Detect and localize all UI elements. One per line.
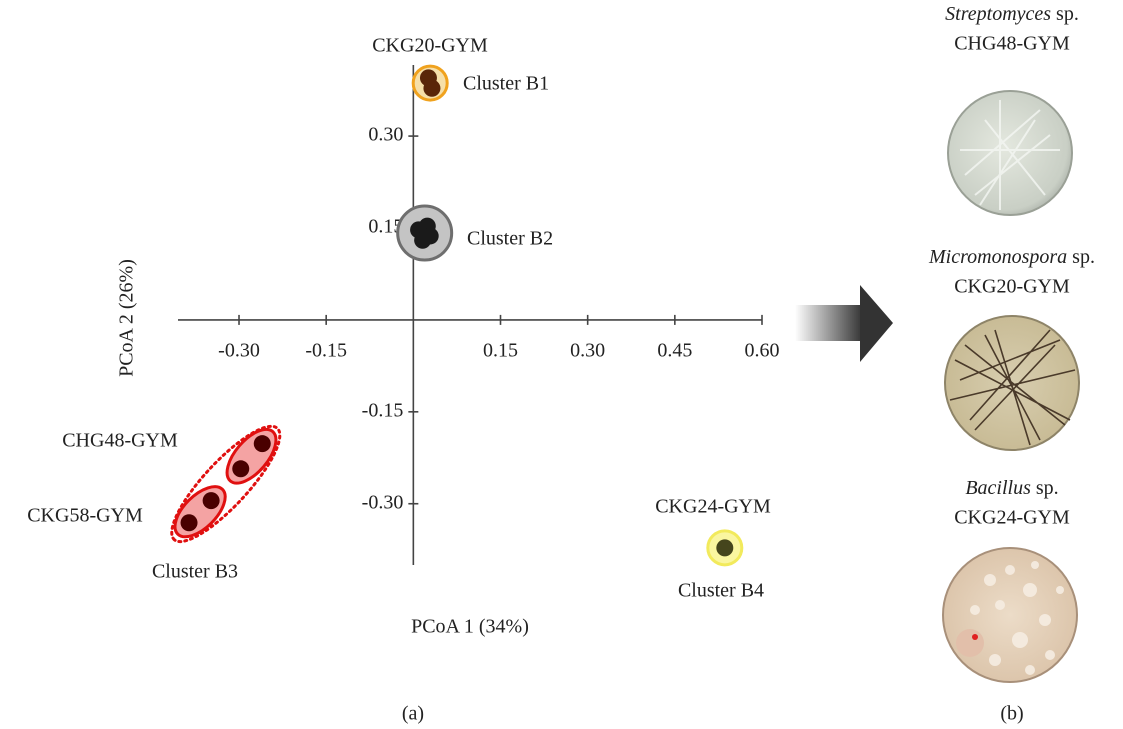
genus: Micromonospora xyxy=(928,246,1067,268)
subcluster-ring xyxy=(166,478,233,545)
arrow-body xyxy=(795,305,863,341)
cluster-label: Cluster B1 xyxy=(463,73,549,95)
panel-label: (b) xyxy=(1000,703,1023,725)
arrow-head xyxy=(860,285,893,362)
dish-strain: CKG20-GYM xyxy=(954,276,1070,298)
point xyxy=(716,539,733,556)
genus: Bacillus xyxy=(965,477,1031,499)
point xyxy=(232,460,249,477)
cluster-label: Cluster B4 xyxy=(678,580,764,602)
dish-caption: Bacillus sp. xyxy=(965,477,1058,499)
subcluster-ring xyxy=(218,421,285,491)
x-axis-label: PCoA 1 (34%) xyxy=(411,616,529,638)
dish-caption: Micromonospora sp. xyxy=(928,246,1095,268)
y-axis-label: PCoA 2 (26%) xyxy=(116,259,138,377)
dish-strain: CHG48-GYM xyxy=(954,33,1070,55)
y-tick-label: 0.30 xyxy=(368,124,403,146)
cluster-label: Cluster B2 xyxy=(467,228,553,250)
genus-suffix: sp. xyxy=(1051,3,1079,25)
y-tick-label: -0.15 xyxy=(362,399,404,421)
x-tick-label: 0.15 xyxy=(483,339,518,361)
y-tick-label: -0.30 xyxy=(362,491,404,513)
point xyxy=(422,227,439,244)
x-tick-label: -0.15 xyxy=(305,339,347,361)
figure: (a) (b) PCoA 1 (34%) PCoA 2 (26%) -0.30 -… xyxy=(0,0,1123,729)
genus-suffix: sp. xyxy=(1031,477,1059,499)
dish xyxy=(945,316,1079,450)
point xyxy=(181,514,198,531)
dish-strain: CKG24-GYM xyxy=(954,507,1070,529)
cluster-label: Cluster B3 xyxy=(152,561,238,583)
dish-caption: Streptomyces sp. xyxy=(945,3,1079,25)
strain-label: CKG20-GYM xyxy=(372,35,488,57)
dish xyxy=(948,91,1072,215)
x-tick-label: 0.45 xyxy=(657,339,692,361)
point xyxy=(254,435,271,452)
point xyxy=(203,492,220,509)
x-tick-label: 0.30 xyxy=(570,339,605,361)
strain-label: CHG48-GYM xyxy=(62,430,178,452)
dish xyxy=(943,548,1077,682)
x-tick-label: 0.60 xyxy=(745,339,780,361)
genus-suffix: sp. xyxy=(1067,246,1095,268)
x-tick-label: -0.30 xyxy=(218,339,260,361)
genus: Streptomyces xyxy=(945,3,1051,25)
strain-label: CKG58-GYM xyxy=(27,505,143,527)
panel-label: (a) xyxy=(402,703,424,725)
point xyxy=(423,80,440,97)
strain-label: CKG24-GYM xyxy=(655,496,771,518)
